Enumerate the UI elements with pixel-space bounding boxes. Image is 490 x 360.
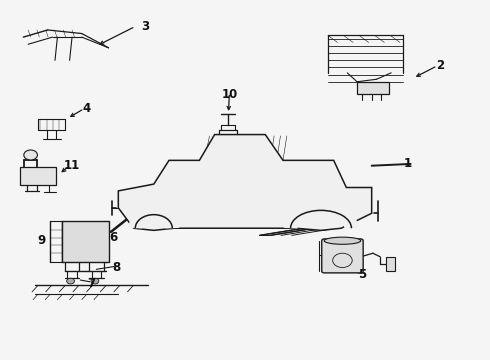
Text: 2: 2 xyxy=(436,59,444,72)
Text: 6: 6 xyxy=(109,231,118,244)
Text: 9: 9 xyxy=(37,234,46,247)
FancyBboxPatch shape xyxy=(20,167,56,185)
FancyBboxPatch shape xyxy=(357,82,389,94)
Text: 1: 1 xyxy=(404,157,412,170)
Text: 8: 8 xyxy=(112,261,120,274)
Text: 3: 3 xyxy=(141,20,149,33)
Circle shape xyxy=(91,278,99,284)
Text: 4: 4 xyxy=(82,102,91,115)
Text: 10: 10 xyxy=(221,88,238,101)
FancyBboxPatch shape xyxy=(62,221,109,262)
Text: 7: 7 xyxy=(87,277,96,290)
Text: 11: 11 xyxy=(64,159,80,172)
FancyBboxPatch shape xyxy=(386,257,395,271)
FancyBboxPatch shape xyxy=(322,239,363,273)
Polygon shape xyxy=(118,135,372,230)
Circle shape xyxy=(24,150,37,160)
Text: 5: 5 xyxy=(358,268,366,281)
Circle shape xyxy=(67,278,74,284)
Ellipse shape xyxy=(324,237,361,244)
